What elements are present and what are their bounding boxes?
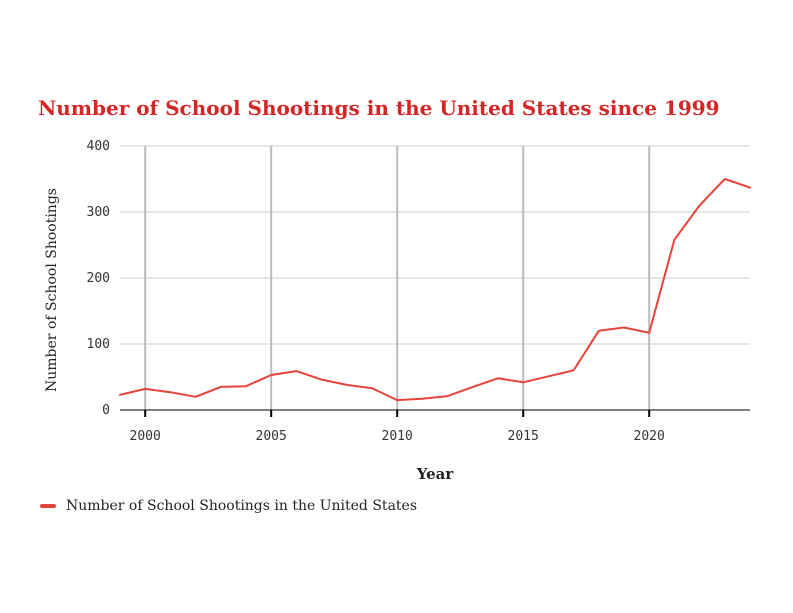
y-axis-label: Number of School Shootings xyxy=(44,188,60,392)
grid-lines xyxy=(120,145,750,410)
legend: Number of School Shootings in the United… xyxy=(40,498,417,514)
legend-swatch xyxy=(40,504,56,508)
y-tick-label: 300 xyxy=(87,205,110,220)
y-tick-label: 100 xyxy=(87,337,110,352)
chart-title: Number of School Shootings in the United… xyxy=(38,96,720,120)
legend-label: Number of School Shootings in the United… xyxy=(66,498,418,514)
series-line xyxy=(119,178,751,402)
y-tick-label: 200 xyxy=(87,271,110,286)
axes xyxy=(120,409,750,417)
tick-labels: 0 100 200 300 400 2000 2005 2010 2015 2020 xyxy=(87,139,665,444)
x-tick-label: 2010 xyxy=(382,429,413,444)
x-tick-label: 2015 xyxy=(508,429,539,444)
x-tick-label: 2020 xyxy=(634,429,665,444)
y-tick-label: 400 xyxy=(87,139,110,154)
y-tick-label: 0 xyxy=(102,403,110,418)
x-tick-label: 2005 xyxy=(256,429,287,444)
series-lines xyxy=(119,178,751,402)
x-tick-label: 2000 xyxy=(130,429,161,444)
x-axis-label: Year xyxy=(416,465,455,483)
